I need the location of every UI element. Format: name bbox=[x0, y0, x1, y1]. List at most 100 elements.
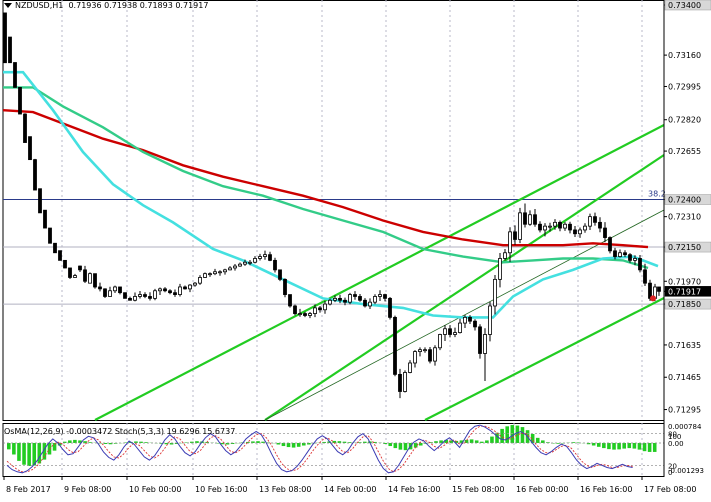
time-label: 9 Feb 08:00 bbox=[64, 485, 111, 494]
osma-bar bbox=[42, 442, 47, 460]
candle-body bbox=[378, 294, 382, 297]
osma-bar bbox=[17, 442, 21, 461]
candle-body bbox=[408, 362, 412, 373]
candle-body bbox=[198, 277, 202, 284]
osma-bar bbox=[332, 440, 337, 443]
osma-bar bbox=[535, 437, 540, 443]
moving-average-green bbox=[3, 86, 649, 270]
candle-body bbox=[273, 259, 277, 271]
osma-bar bbox=[190, 441, 194, 443]
osma-bar bbox=[134, 441, 138, 443]
candle-body bbox=[78, 265, 82, 271]
indicator-header: OsMA(12,26,9) -0.0003472 Stoch(5,3,3) 19… bbox=[4, 427, 236, 436]
channel-line bbox=[424, 297, 665, 421]
candle-body bbox=[528, 214, 532, 225]
candle-body bbox=[613, 250, 617, 257]
candle-body bbox=[338, 297, 342, 301]
candle-body bbox=[523, 212, 527, 225]
candle-body bbox=[293, 305, 297, 314]
candle-body bbox=[428, 349, 432, 362]
price-label: 0.73160 bbox=[668, 51, 701, 60]
osma-bar bbox=[144, 442, 148, 443]
candle-body bbox=[128, 297, 132, 301]
candle-body bbox=[178, 286, 182, 295]
candle-body bbox=[103, 288, 107, 297]
candle-body bbox=[533, 214, 537, 225]
candle-body bbox=[443, 328, 447, 335]
osma-bar bbox=[444, 439, 448, 443]
price-badge bbox=[664, 194, 711, 205]
candle-body bbox=[458, 322, 462, 333]
candle-body bbox=[18, 87, 22, 115]
osma-bar bbox=[556, 442, 560, 444]
candle-body bbox=[108, 290, 112, 297]
time-label: 15 Feb 08:00 bbox=[452, 485, 504, 494]
osma-bar bbox=[627, 442, 632, 449]
candle-body bbox=[43, 209, 47, 229]
price-label: 0.72820 bbox=[668, 116, 701, 125]
candle-body bbox=[278, 269, 282, 280]
chart-header: NZDUSD,H1 0.71936 0.71938 0.71893 0.7191… bbox=[4, 1, 208, 10]
osma-bar bbox=[139, 441, 143, 443]
candle-body bbox=[538, 223, 542, 231]
osma-bar bbox=[32, 442, 37, 466]
osma-bar bbox=[261, 441, 265, 443]
candle-body bbox=[468, 316, 472, 322]
osma-bar bbox=[515, 425, 520, 443]
osma-bar bbox=[347, 442, 352, 443]
candle-body bbox=[203, 273, 207, 278]
main-plot-frame bbox=[2, 0, 665, 421]
candle-body bbox=[143, 294, 147, 297]
candle-body bbox=[88, 273, 92, 284]
price-label: 0.72995 bbox=[668, 82, 701, 91]
candle-body bbox=[308, 313, 312, 316]
osma-bar bbox=[327, 441, 331, 443]
osma-axis-label: -0.001293 bbox=[668, 467, 704, 475]
candle-body bbox=[53, 242, 57, 254]
candle-body bbox=[298, 313, 302, 315]
candle-body bbox=[358, 296, 362, 301]
osma-bar bbox=[169, 442, 174, 445]
candle-body bbox=[133, 296, 137, 301]
osma-bar bbox=[429, 442, 433, 443]
osma-bar bbox=[434, 441, 438, 443]
osma-bar bbox=[439, 440, 443, 443]
moving-average-red bbox=[2, 109, 649, 249]
stoch-main-line bbox=[6, 424, 633, 474]
osma-bar bbox=[403, 442, 408, 451]
osma-bar bbox=[342, 441, 347, 443]
candle-body bbox=[138, 294, 142, 297]
stoch-axis-label: 20 bbox=[668, 462, 677, 470]
time-label: 10 Feb 00:00 bbox=[129, 485, 181, 494]
candle-body bbox=[583, 225, 587, 231]
candle-body bbox=[83, 269, 87, 282]
osma-bar bbox=[108, 442, 113, 445]
candle-body bbox=[543, 225, 547, 231]
candle-body bbox=[518, 212, 522, 240]
candle-body bbox=[643, 269, 647, 284]
osma-bar bbox=[195, 441, 199, 443]
osma-bar bbox=[393, 442, 398, 449]
candle-body bbox=[23, 113, 27, 143]
osma-bar bbox=[637, 442, 642, 450]
osma-bar bbox=[256, 441, 260, 443]
candle-body bbox=[343, 299, 347, 303]
time-label: 14 Feb 16:00 bbox=[388, 485, 440, 494]
candle-body bbox=[258, 256, 262, 259]
candle-body bbox=[618, 252, 622, 257]
candle-body bbox=[383, 294, 387, 299]
candle-body bbox=[238, 263, 242, 267]
candle-body bbox=[633, 258, 637, 261]
osma-bar bbox=[607, 442, 611, 450]
candle-body bbox=[268, 254, 272, 261]
osma-bar bbox=[652, 442, 657, 452]
osma-bar bbox=[510, 425, 515, 443]
osma-bar bbox=[174, 442, 179, 444]
osma-bar bbox=[307, 442, 311, 445]
candle-body bbox=[373, 296, 377, 303]
candle-body bbox=[68, 267, 72, 278]
candle-body bbox=[348, 294, 352, 303]
candle-body bbox=[503, 252, 507, 259]
